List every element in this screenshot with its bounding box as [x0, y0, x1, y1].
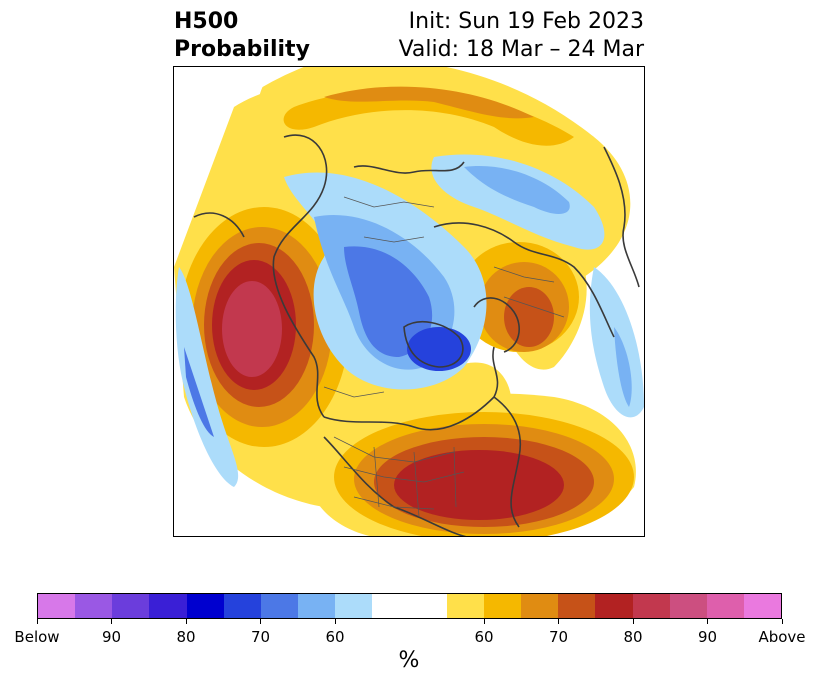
colorbar-tick [36, 619, 38, 624]
colorbar-tick-label: 90 [101, 628, 122, 646]
coastlines [193, 134, 640, 536]
init-date: Init: Sun 19 Feb 2023 [408, 9, 644, 34]
map-panel [173, 66, 645, 537]
valid-range: Valid: 18 Mar – 24 Mar [398, 37, 644, 62]
colorbar-tick-label: 90 [697, 628, 718, 646]
colorbar-segment [260, 594, 299, 618]
colorbar-tick [781, 619, 783, 624]
atlantic-negative-anomaly [589, 267, 644, 418]
title-quantity: Probability [174, 37, 310, 62]
colorbar-segment [521, 594, 559, 618]
colorbar-tick [185, 619, 187, 624]
colorbar-tick [334, 619, 336, 624]
colorbar-segment [706, 594, 744, 618]
colorbar-segment [223, 594, 261, 618]
colorbar-tick [483, 619, 485, 624]
colorbar-unit: % [398, 648, 420, 673]
colorbar [37, 593, 782, 619]
colorbar-segment [446, 594, 484, 618]
colorbar-segment [38, 594, 76, 618]
east-pacific-negative-anomaly [175, 267, 239, 487]
north-pacific-anomaly [179, 207, 349, 447]
colorbar-segment [409, 594, 447, 618]
colorbar-tick-label: 80 [623, 628, 643, 646]
colorbar-segment [186, 594, 224, 618]
colorbar-tick-label: 70 [548, 628, 569, 646]
polar-map [174, 67, 644, 536]
map-title: H500 Probability [174, 8, 310, 64]
colorbar-segment [149, 594, 187, 618]
title-variable: H500 [174, 9, 239, 34]
colorbar-tick [632, 619, 634, 624]
colorbar-tick [707, 619, 708, 624]
colorbar-segment [112, 594, 150, 618]
colorbar-segment [483, 594, 522, 618]
colorbar-segment [632, 594, 670, 618]
colorbar-tick-label: 70 [250, 628, 271, 646]
colorbar-segment [743, 594, 782, 618]
colorbar-tick-label: 60 [474, 628, 494, 646]
colorbar-tick [558, 619, 559, 624]
borders [323, 196, 565, 518]
colorbar-segment [335, 594, 373, 618]
colorbar-segment [372, 594, 410, 618]
colorbar-tick-label: Below [14, 628, 60, 646]
colorbar-tick-label: 80 [176, 628, 196, 646]
colorbar-tick [111, 619, 112, 624]
map-dates: Init: Sun 19 Feb 2023 Valid: 18 Mar – 24… [399, 8, 644, 64]
colorbar-tick-label: Above [758, 628, 806, 646]
colorbar-tick-label: 60 [325, 628, 345, 646]
asia-anomaly [283, 86, 574, 146]
colorbar-segment [558, 594, 596, 618]
colorbar-segment [669, 594, 707, 618]
colorbar-tick [260, 619, 261, 624]
colorbar-segment [595, 594, 633, 618]
europe-anomaly [459, 242, 579, 352]
colorbar-segment [75, 594, 113, 618]
eastern-us-anomaly [334, 412, 634, 536]
greenland-negative-anomaly [431, 154, 605, 250]
colorbar-segment [298, 594, 336, 618]
